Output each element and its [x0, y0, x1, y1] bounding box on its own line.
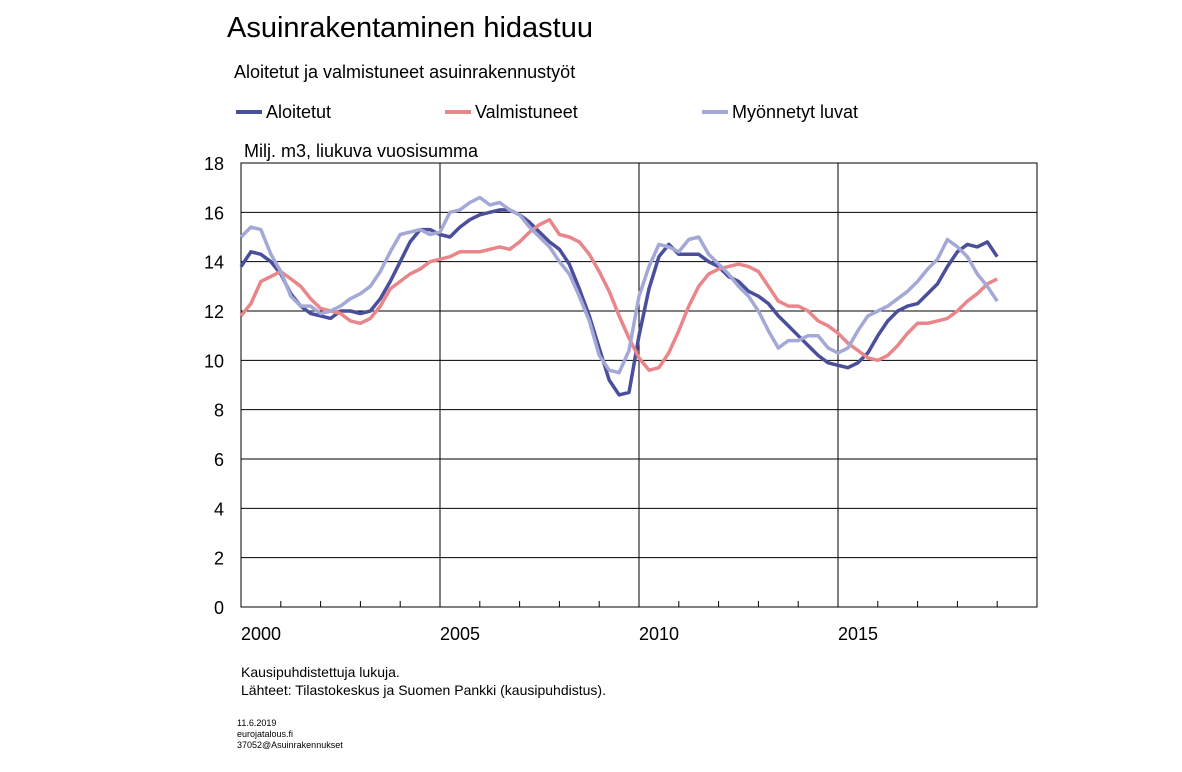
y-tick-label: 16: [204, 203, 224, 223]
y-tick-label: 12: [204, 302, 224, 322]
legend-label: Myönnetyt luvat: [732, 102, 858, 122]
note: Kausipuhdistettuja lukuja.: [241, 664, 400, 680]
note: Lähteet: Tilastokeskus ja Suomen Pankki …: [241, 682, 606, 698]
y-tick-label: 4: [214, 499, 224, 519]
chart-subtitle: Aloitetut ja valmistuneet asuinrakennust…: [234, 62, 575, 82]
footer: eurojatalous.fi: [237, 729, 293, 739]
series-line: [239, 217, 998, 372]
y-tick-label: 6: [214, 450, 224, 470]
y-tick-label: 0: [214, 598, 224, 618]
y-axis-label: Milj. m3, liukuva vuosisumma: [244, 141, 479, 161]
footer: 37052@Asuinrakennukset: [237, 740, 343, 750]
y-tick-label: 10: [204, 351, 224, 371]
chart-title: Asuinrakentaminen hidastuu: [227, 12, 593, 44]
footer: 11.6.2019: [237, 718, 276, 728]
y-tick-label: 18: [204, 154, 224, 174]
series-line: [239, 195, 999, 375]
x-tick-label: 2005: [440, 624, 480, 644]
y-tick-label: 14: [204, 253, 224, 273]
x-tick-label: 2015: [838, 624, 878, 644]
x-tick-label: 2010: [639, 624, 679, 644]
legend-label: Valmistuneet: [475, 102, 578, 122]
legend-label: Aloitetut: [266, 102, 331, 122]
y-tick-label: 2: [214, 549, 224, 569]
y-tick-label: 8: [214, 401, 224, 421]
series-line: [239, 208, 999, 397]
x-tick-label: 2000: [241, 624, 281, 644]
